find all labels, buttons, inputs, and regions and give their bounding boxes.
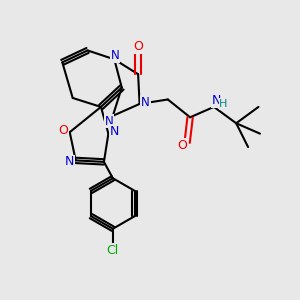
Text: N: N <box>111 49 119 62</box>
Text: Cl: Cl <box>107 244 119 257</box>
Text: N: N <box>212 94 221 107</box>
Text: N: N <box>141 96 150 109</box>
Text: N: N <box>110 125 120 138</box>
Text: O: O <box>133 40 143 53</box>
Text: N: N <box>64 155 74 168</box>
Text: O: O <box>58 124 68 137</box>
Text: O: O <box>177 139 187 152</box>
Text: H: H <box>219 99 228 109</box>
Text: N: N <box>105 115 114 128</box>
